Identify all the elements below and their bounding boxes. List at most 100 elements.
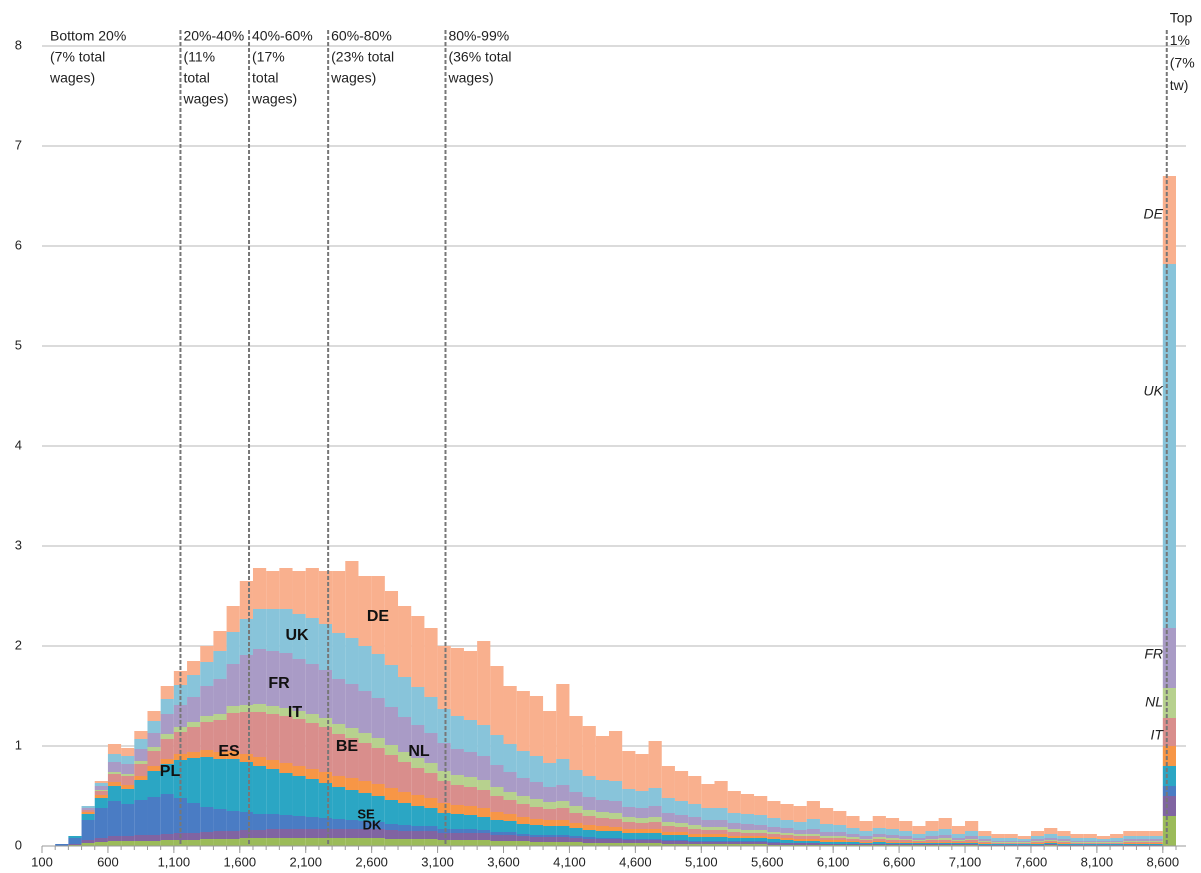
bar-segment [173, 685, 188, 705]
bar-segment [806, 834, 820, 836]
bar-segment [543, 763, 557, 787]
bar-segment [1096, 836, 1111, 839]
bar-segment [305, 769, 319, 779]
bar-segment [978, 831, 992, 836]
bar-segment [252, 704, 267, 712]
series-label: NL [408, 743, 430, 760]
bar-segment [94, 791, 108, 795]
bar-segment [819, 844, 834, 845]
x-tick-label: 7,600 [1015, 854, 1048, 869]
bar-segment [411, 839, 425, 846]
bar-segment [925, 840, 939, 842]
bar-segment [490, 812, 504, 820]
bar-segment [160, 714, 174, 734]
bar-segment [160, 834, 174, 840]
bar-segment [674, 801, 689, 815]
bar-segment [1083, 843, 1097, 844]
bar-segment [81, 806, 95, 808]
bar-segment [358, 838, 372, 846]
bar-segment [437, 833, 451, 840]
bar-segment [543, 787, 557, 802]
bar-segment [332, 829, 346, 838]
bar-segment [543, 837, 557, 842]
bar-segment [424, 733, 438, 763]
bar-segment [107, 801, 122, 836]
bar-segment [1004, 841, 1018, 842]
bar-segment [1057, 839, 1071, 841]
bar-segment [595, 780, 609, 800]
bar-segment [411, 831, 425, 839]
bar-segment [358, 793, 372, 821]
bar-segment [81, 814, 95, 820]
bar-segment [384, 745, 399, 755]
bar-segment [1004, 842, 1018, 843]
bar-segment [754, 841, 768, 842]
bar-segment [81, 812, 95, 814]
bar-segment [740, 842, 755, 844]
bar-segment [661, 798, 675, 813]
bar-segment [200, 716, 214, 722]
bar-segment [160, 840, 174, 846]
band-label: wages) [182, 91, 228, 107]
bar-segment [94, 786, 108, 790]
bar-segment [1030, 839, 1045, 841]
bar-segment [609, 731, 623, 781]
bar-segment [503, 814, 517, 821]
bar-segment [859, 839, 873, 840]
bar-segment [951, 842, 966, 843]
bar-segment [1044, 834, 1058, 838]
bar-segment [1123, 839, 1137, 841]
bar-segment [793, 834, 807, 836]
bar-segment [714, 841, 728, 842]
bar-segment [332, 734, 346, 776]
bar-segment [635, 823, 649, 829]
bar-segment [437, 829, 451, 833]
bar-segment [398, 677, 412, 717]
bar-segment [516, 841, 530, 846]
bar-segment [609, 801, 623, 813]
bar-segment [885, 843, 900, 844]
bar-segment [477, 808, 491, 817]
bar-segment [516, 796, 530, 804]
series-label: FR [268, 675, 290, 692]
bar-segment [688, 829, 702, 834]
bar-segment [661, 841, 675, 844]
bar-segment [714, 837, 728, 841]
bar-segment [1044, 828, 1058, 834]
bar-segment [279, 815, 293, 829]
bar-segment [833, 836, 847, 838]
bar-segment [477, 756, 491, 780]
bar-segment [55, 844, 69, 846]
bar-segment [81, 843, 95, 846]
bar-segment [371, 576, 385, 654]
bar-segment [767, 839, 781, 842]
bar-segment [332, 633, 346, 679]
bar-segment [384, 755, 399, 788]
bar-segment [648, 806, 662, 817]
bar-segment [767, 801, 781, 818]
bar-segment [793, 830, 807, 834]
bar-segment [450, 814, 464, 829]
bar-segment [701, 784, 715, 808]
bar-segment [674, 815, 689, 823]
band-label: wages) [251, 91, 297, 107]
bar-segment [1083, 838, 1097, 841]
bar-segment [1136, 831, 1150, 836]
bar-segment [978, 843, 992, 844]
bar-segment [635, 843, 649, 846]
bar-segment [147, 751, 161, 766]
bar-segment [107, 841, 122, 846]
bar-segment [609, 843, 623, 846]
bar-segment [358, 829, 372, 838]
bar-segment [239, 619, 253, 655]
bar-segment [371, 748, 385, 784]
bar-segment [556, 785, 570, 801]
band-label: 60%-80% [331, 28, 392, 44]
bar-segment [1057, 842, 1071, 843]
bar-segment [384, 591, 399, 665]
bar-segment [833, 832, 847, 836]
bar-segment [450, 840, 464, 846]
bar-segment [134, 780, 148, 800]
bar-segment [213, 839, 227, 846]
